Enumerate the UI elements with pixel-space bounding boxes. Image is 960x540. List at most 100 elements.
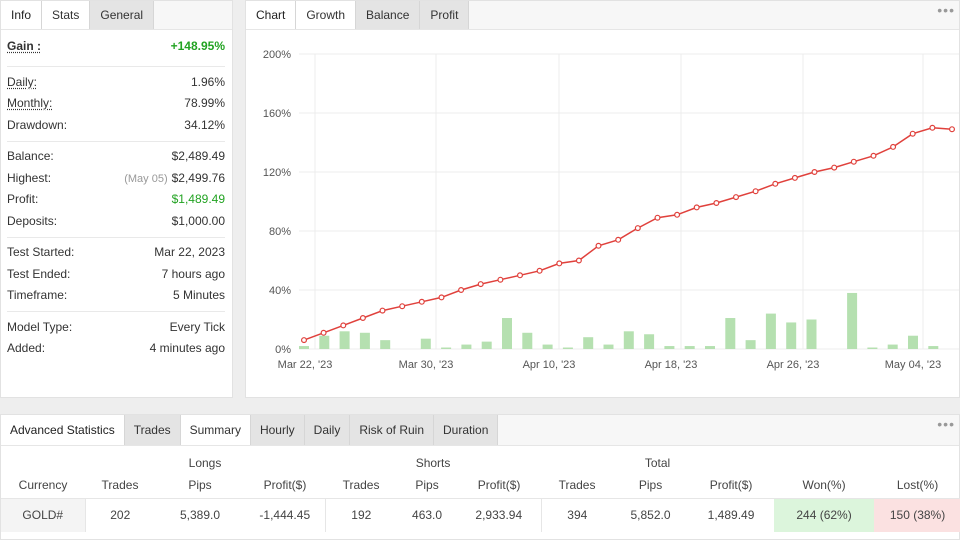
profit-bar — [664, 346, 675, 349]
divider — [7, 311, 225, 312]
more-dots-icon[interactable]: ••• — [937, 416, 955, 432]
growth-point — [517, 272, 524, 279]
drawdown-value: 34.12% — [184, 117, 225, 132]
highest-value-wrap: (May 05) $2,499.76 — [124, 171, 225, 185]
cell-total-trades: 394 — [540, 497, 614, 532]
tab-risk-of-ruin[interactable]: Risk of Ruin — [350, 415, 435, 445]
profit-bar — [705, 346, 715, 349]
profit-bar — [786, 322, 797, 349]
group-header-longs: Longs — [188, 456, 222, 470]
tab-summary[interactable]: Summary — [180, 415, 251, 445]
tab-chart[interactable]: Chart — [246, 1, 297, 29]
tab-stats[interactable]: Stats — [42, 1, 91, 29]
test-ended-row: Test Ended: 7 hours ago — [7, 263, 225, 285]
tab-advanced-statistics[interactable]: Advanced Statistics — [1, 415, 125, 445]
tab-growth[interactable]: Growth — [296, 1, 357, 29]
group-header-row: Longs Shorts Total — [1, 447, 960, 473]
col-short-profit: Profit($) — [477, 478, 521, 493]
tab-profit[interactable]: Profit — [420, 1, 470, 29]
gain-row: Gain : +148.95% — [7, 30, 225, 61]
growth-point — [575, 257, 582, 264]
tab-info[interactable]: Info — [1, 1, 43, 29]
x-tick-label: Mar 30, '23 — [399, 359, 454, 371]
growth-point — [850, 158, 857, 165]
monthly-label[interactable]: Monthly: — [7, 96, 53, 111]
x-tick-label: May 04, '23 — [885, 359, 942, 371]
x-tick-label: Mar 22, '23 — [278, 359, 333, 371]
tab-balance[interactable]: Balance — [356, 1, 421, 29]
profit-bar — [603, 344, 614, 349]
balance-row: Balance: $2,489.49 — [7, 146, 225, 168]
growth-point — [340, 322, 347, 329]
growth-point — [929, 124, 936, 131]
profit-bar — [502, 318, 512, 349]
table-row[interactable]: GOLD# 202 5,389.0 -1,444.45 192 463.0 2,… — [1, 497, 960, 532]
tab-hourly[interactable]: Hourly — [250, 415, 305, 445]
timeframe-row: Timeframe: 5 Minutes — [7, 285, 225, 307]
monthly-row: Monthly: 78.99% — [7, 93, 225, 115]
profit-bar — [745, 340, 756, 349]
growth-point — [497, 276, 504, 283]
tab-daily[interactable]: Daily — [304, 415, 351, 445]
test-ended-label: Test Ended: — [7, 266, 71, 281]
growth-point — [733, 194, 740, 201]
profit-bar — [380, 340, 391, 349]
col-total-profit: Profit($) — [709, 478, 753, 493]
profit-bar — [319, 335, 330, 349]
cell-total-profit: 1,489.49 — [688, 497, 775, 532]
model-type-label: Model Type: — [7, 319, 73, 334]
growth-point — [890, 143, 897, 150]
gain-label[interactable]: Gain : — [7, 38, 42, 53]
growth-point — [458, 287, 465, 294]
tab-duration[interactable]: Duration — [434, 415, 499, 445]
group-header-shorts: Shorts — [415, 456, 451, 470]
profit-value: $1,489.49 — [171, 192, 225, 207]
growth-point — [536, 267, 543, 274]
deposits-label: Deposits: — [7, 213, 58, 228]
stats-tabs: Advanced Statistics Trades Summary Hourl… — [1, 415, 959, 446]
daily-label[interactable]: Daily: — [7, 74, 38, 89]
cell-short-trades: 192 — [324, 497, 398, 532]
growth-point — [300, 337, 307, 344]
tab-trades[interactable]: Trades — [124, 415, 181, 445]
col-short-pips: Pips — [415, 478, 439, 493]
growth-point — [615, 236, 622, 243]
cell-currency: GOLD# — [1, 497, 85, 532]
gain-value: +148.95% — [170, 38, 225, 53]
profit-bar — [887, 344, 898, 349]
tab-general[interactable]: General — [90, 1, 155, 29]
highest-value: $2,499.76 — [171, 170, 225, 185]
stats-panel: Advanced Statistics Trades Summary Hourl… — [0, 414, 960, 540]
growth-line — [303, 127, 953, 341]
col-long-pips: Pips — [188, 478, 212, 493]
test-ended-value: 7 hours ago — [161, 266, 225, 281]
growth-point — [811, 169, 818, 176]
cell-long-trades: 202 — [84, 497, 155, 532]
y-tick-label: 200% — [263, 49, 291, 61]
highest-label: Highest: — [7, 170, 52, 185]
test-started-label: Test Started: — [7, 245, 75, 260]
col-lost: Lost(%) — [896, 478, 939, 493]
added-label: Added: — [7, 341, 46, 356]
growth-point — [477, 281, 484, 288]
growth-point — [791, 174, 798, 181]
growth-point — [379, 307, 386, 314]
growth-point — [831, 164, 838, 171]
profit-bar — [644, 334, 655, 349]
test-started-row: Test Started: Mar 22, 2023 — [7, 242, 225, 264]
group-header-blank — [1, 447, 85, 473]
more-dots-icon[interactable]: ••• — [937, 2, 955, 18]
x-tick-label: Apr 10, '23 — [523, 359, 576, 371]
chart-panel: Chart Growth Balance Profit ••• 200% 160%… — [245, 0, 960, 398]
y-tick-label: 160% — [263, 108, 291, 120]
cell-long-profit: -1,444.45 — [245, 497, 326, 532]
y-tick-label: 120% — [263, 167, 291, 179]
profit-bar — [542, 344, 553, 349]
model-type-row: Model Type: Every Tick — [7, 316, 225, 338]
daily-row: Daily: 1.96% — [7, 71, 225, 93]
y-tick-label: 40% — [269, 285, 291, 297]
col-short-trades: Trades — [342, 478, 380, 493]
divider — [7, 140, 225, 142]
col-total-trades: Trades — [558, 478, 596, 493]
group-header-total: Total — [644, 456, 671, 470]
